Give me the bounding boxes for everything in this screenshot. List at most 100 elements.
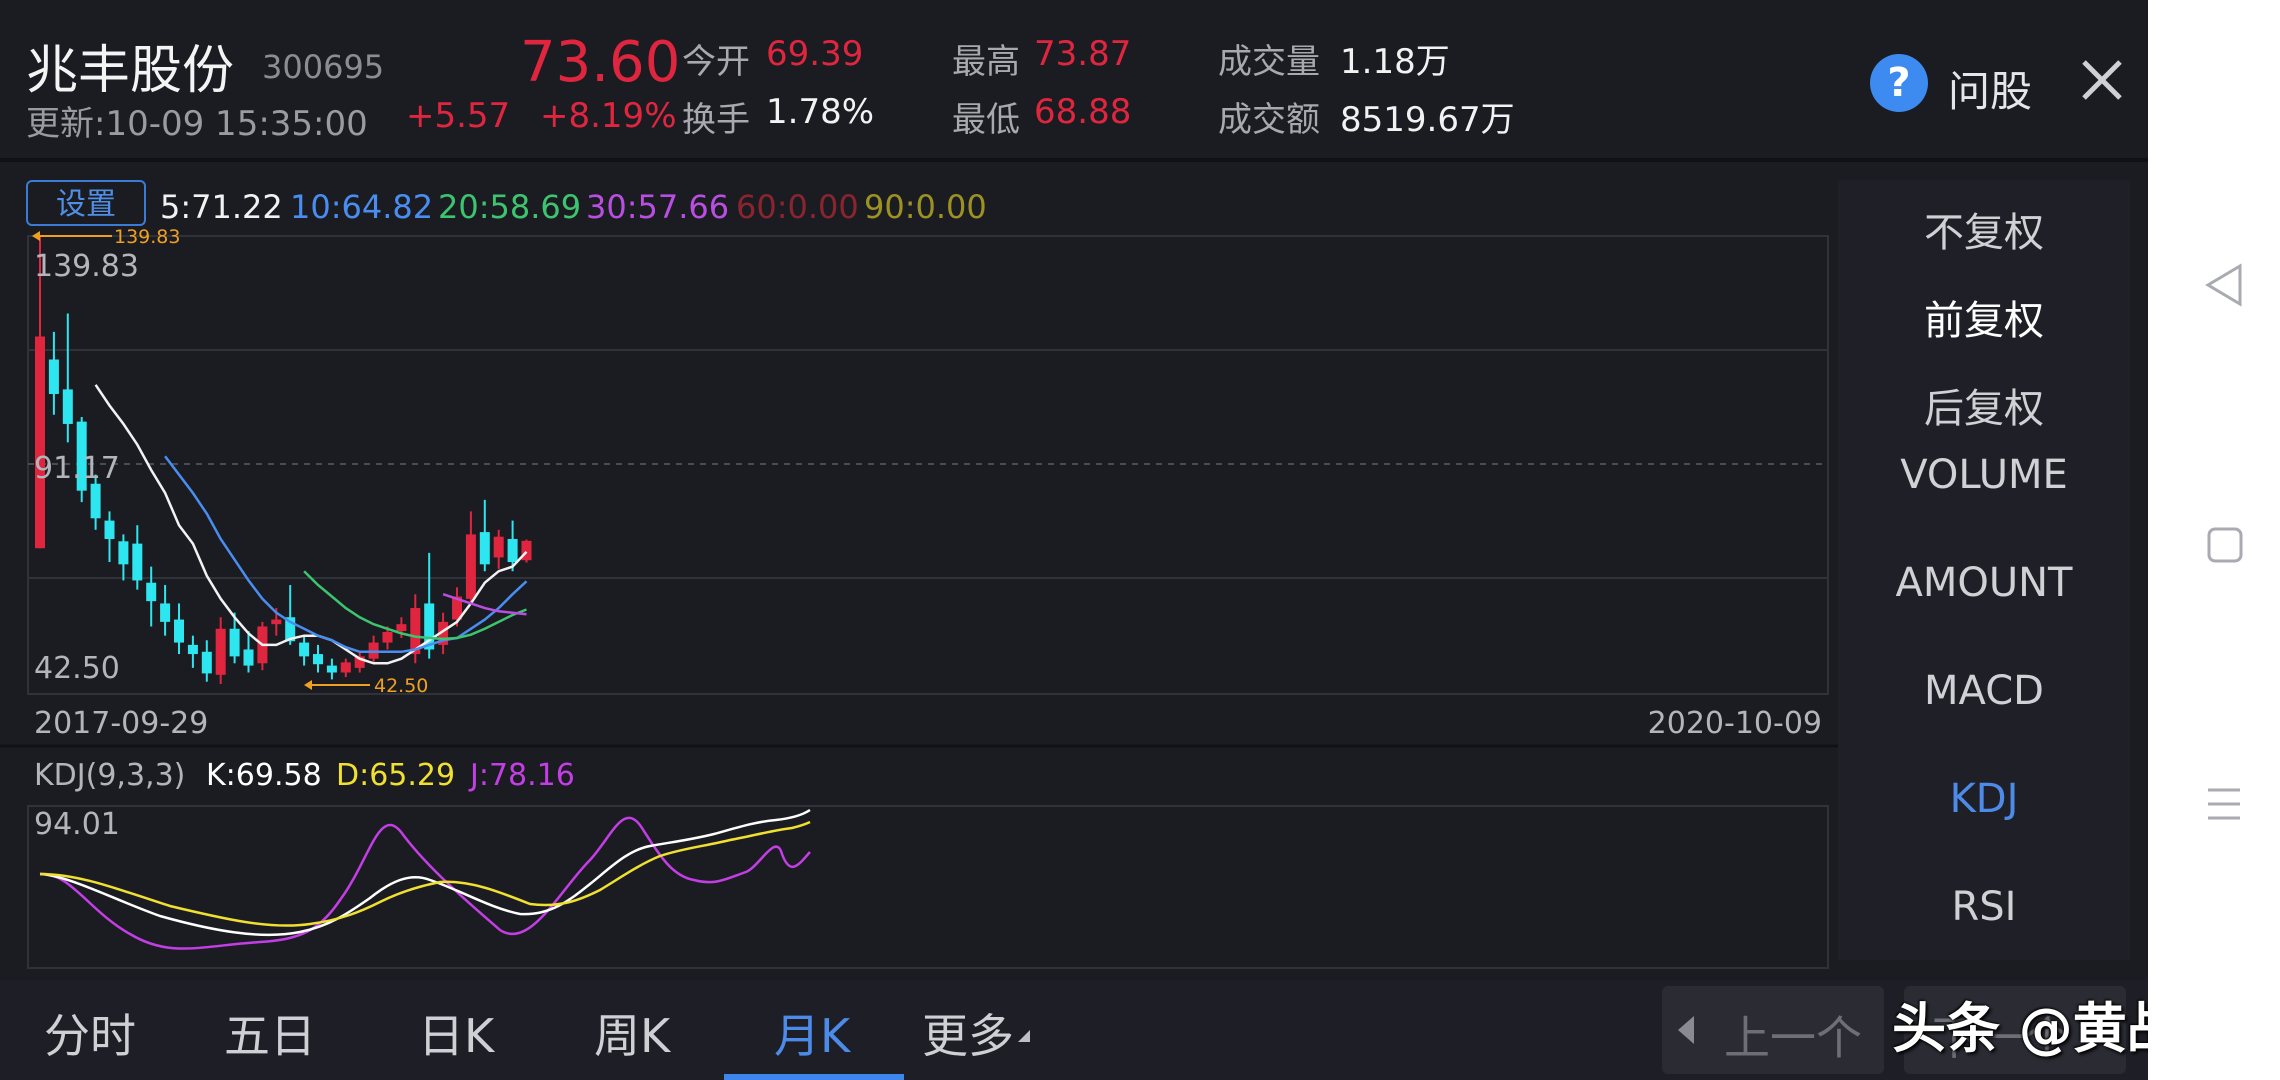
candle-body xyxy=(313,654,323,665)
candle-5 xyxy=(90,474,101,530)
kdj-title: KDJ(9,3,3) xyxy=(34,758,185,793)
candle-10 xyxy=(160,585,171,636)
kdj-lines xyxy=(39,808,811,950)
candle-28 xyxy=(410,594,421,664)
candle-body xyxy=(410,608,421,655)
candle-body xyxy=(382,631,393,643)
candle-body xyxy=(76,421,87,491)
prev-stock-button[interactable] xyxy=(1662,986,1884,1074)
stock-name: 兆丰股份 xyxy=(26,41,235,101)
candle-24 xyxy=(354,651,365,673)
low-marker-label: 42.50 xyxy=(374,675,428,697)
candle-21 xyxy=(313,644,323,673)
settings-button[interactable]: 设置 xyxy=(26,180,146,226)
candle-34 xyxy=(493,529,504,569)
candle-body xyxy=(174,619,184,643)
candle-body xyxy=(146,582,157,602)
kdj-d-line xyxy=(39,820,811,927)
candle-1 xyxy=(35,236,45,549)
candle-body xyxy=(285,617,296,642)
ma5-value: 5:71.22 xyxy=(160,188,283,226)
open-value: 69.39 xyxy=(766,34,864,74)
tab-daily-k[interactable]: 日K xyxy=(418,1009,495,1063)
ma-line-2 xyxy=(164,455,528,654)
option-amount[interactable]: AMOUNT xyxy=(1895,560,2073,606)
recents-icon[interactable] xyxy=(2204,786,2244,822)
candle-20 xyxy=(299,635,310,666)
option-no-adjust[interactable]: 不复权 xyxy=(1924,210,2044,256)
candle-body xyxy=(62,389,73,424)
tab-weekly-k[interactable]: 周K xyxy=(594,1009,671,1063)
low-label: 最低 xyxy=(952,100,1020,140)
candle-body xyxy=(132,543,143,581)
tab-monthly-k[interactable]: 月K xyxy=(774,1009,851,1063)
candle-8 xyxy=(132,525,143,590)
candle-body xyxy=(187,644,198,655)
candle-body xyxy=(507,539,518,563)
candle-body xyxy=(90,483,101,519)
candle-11 xyxy=(174,603,184,655)
header-divider xyxy=(0,158,2148,162)
prev-stock-label: 上一个 xyxy=(1724,1011,1862,1065)
candle-12 xyxy=(187,635,198,668)
option-volume[interactable]: VOLUME xyxy=(1900,452,2068,498)
option-macd[interactable]: MACD xyxy=(1924,668,2044,714)
candle-body xyxy=(243,649,254,666)
candle-25 xyxy=(368,635,379,664)
chevron-left-icon xyxy=(1678,1016,1694,1044)
candle-32 xyxy=(465,511,476,604)
update-time: 更新:10-09 15:35:00 xyxy=(26,104,368,144)
kdj-j-value: J:78.16 xyxy=(468,758,575,793)
candle-body xyxy=(326,665,337,673)
candle-3 xyxy=(62,313,73,443)
turnover-label: 换手 xyxy=(682,100,750,140)
tab-five-day[interactable]: 五日 xyxy=(224,1009,316,1063)
option-forward-adjust[interactable]: 前复权 xyxy=(1924,298,2044,344)
question-icon[interactable]: ? xyxy=(1870,54,1928,112)
candle-body xyxy=(48,359,59,395)
option-backward-adjust[interactable]: 后复权 xyxy=(1924,386,2044,432)
current-price: 73.60 xyxy=(520,30,681,95)
ma-line-3 xyxy=(303,570,527,641)
next-stock-button[interactable] xyxy=(1904,986,2126,1074)
candle-36 xyxy=(521,539,532,563)
candle-16 xyxy=(243,631,254,673)
kdj-k-value: K:69.58 xyxy=(206,758,322,793)
candle-body xyxy=(118,541,129,565)
option-kdj[interactable]: KDJ xyxy=(1949,776,2019,822)
back-icon[interactable] xyxy=(2204,262,2244,308)
ma30-value: 30:57.66 xyxy=(586,188,730,226)
android-nav-bar xyxy=(2148,0,2280,1080)
ma60-value: 60:0.00 xyxy=(736,188,859,226)
candle-26 xyxy=(382,626,393,650)
candle-9 xyxy=(146,566,157,627)
candle-body xyxy=(493,536,504,558)
candle-14 xyxy=(215,617,226,684)
axis-top-label: 139.83 xyxy=(34,249,139,284)
candle-body xyxy=(340,662,351,673)
candle-15 xyxy=(229,612,240,664)
tab-more[interactable]: 更多 xyxy=(922,1009,1014,1063)
home-icon[interactable] xyxy=(2206,526,2244,564)
ask-stock-button[interactable]: 问股 xyxy=(1948,67,2033,116)
kdj-d-value: D:65.29 xyxy=(336,758,455,793)
ma20-value: 20:58.69 xyxy=(438,188,582,226)
ma-lines xyxy=(94,384,528,665)
dropdown-triangle-icon xyxy=(1018,1030,1030,1042)
high-label: 最高 xyxy=(952,42,1020,82)
candle-body xyxy=(201,651,212,674)
price-change: +5.57 xyxy=(406,96,511,136)
candle-33 xyxy=(479,499,490,572)
close-icon[interactable] xyxy=(2072,50,2132,110)
candle-body xyxy=(160,603,171,622)
candle-body xyxy=(424,603,435,650)
end-date-label: 2020-10-09 xyxy=(1648,706,1822,741)
tab-intraday[interactable]: 分时 xyxy=(44,1009,136,1063)
next-stock-label: 下一个 xyxy=(1932,1011,2070,1065)
ma90-value: 90:0.00 xyxy=(864,188,987,226)
candle-13 xyxy=(201,640,212,682)
amount-label: 成交额 xyxy=(1218,100,1320,140)
candle-22 xyxy=(326,658,337,680)
kline-chart[interactable]: 139.83 42.50 139.83 91.17 42.50 2017-09-… xyxy=(0,160,1840,980)
option-rsi[interactable]: RSI xyxy=(1951,884,2017,930)
